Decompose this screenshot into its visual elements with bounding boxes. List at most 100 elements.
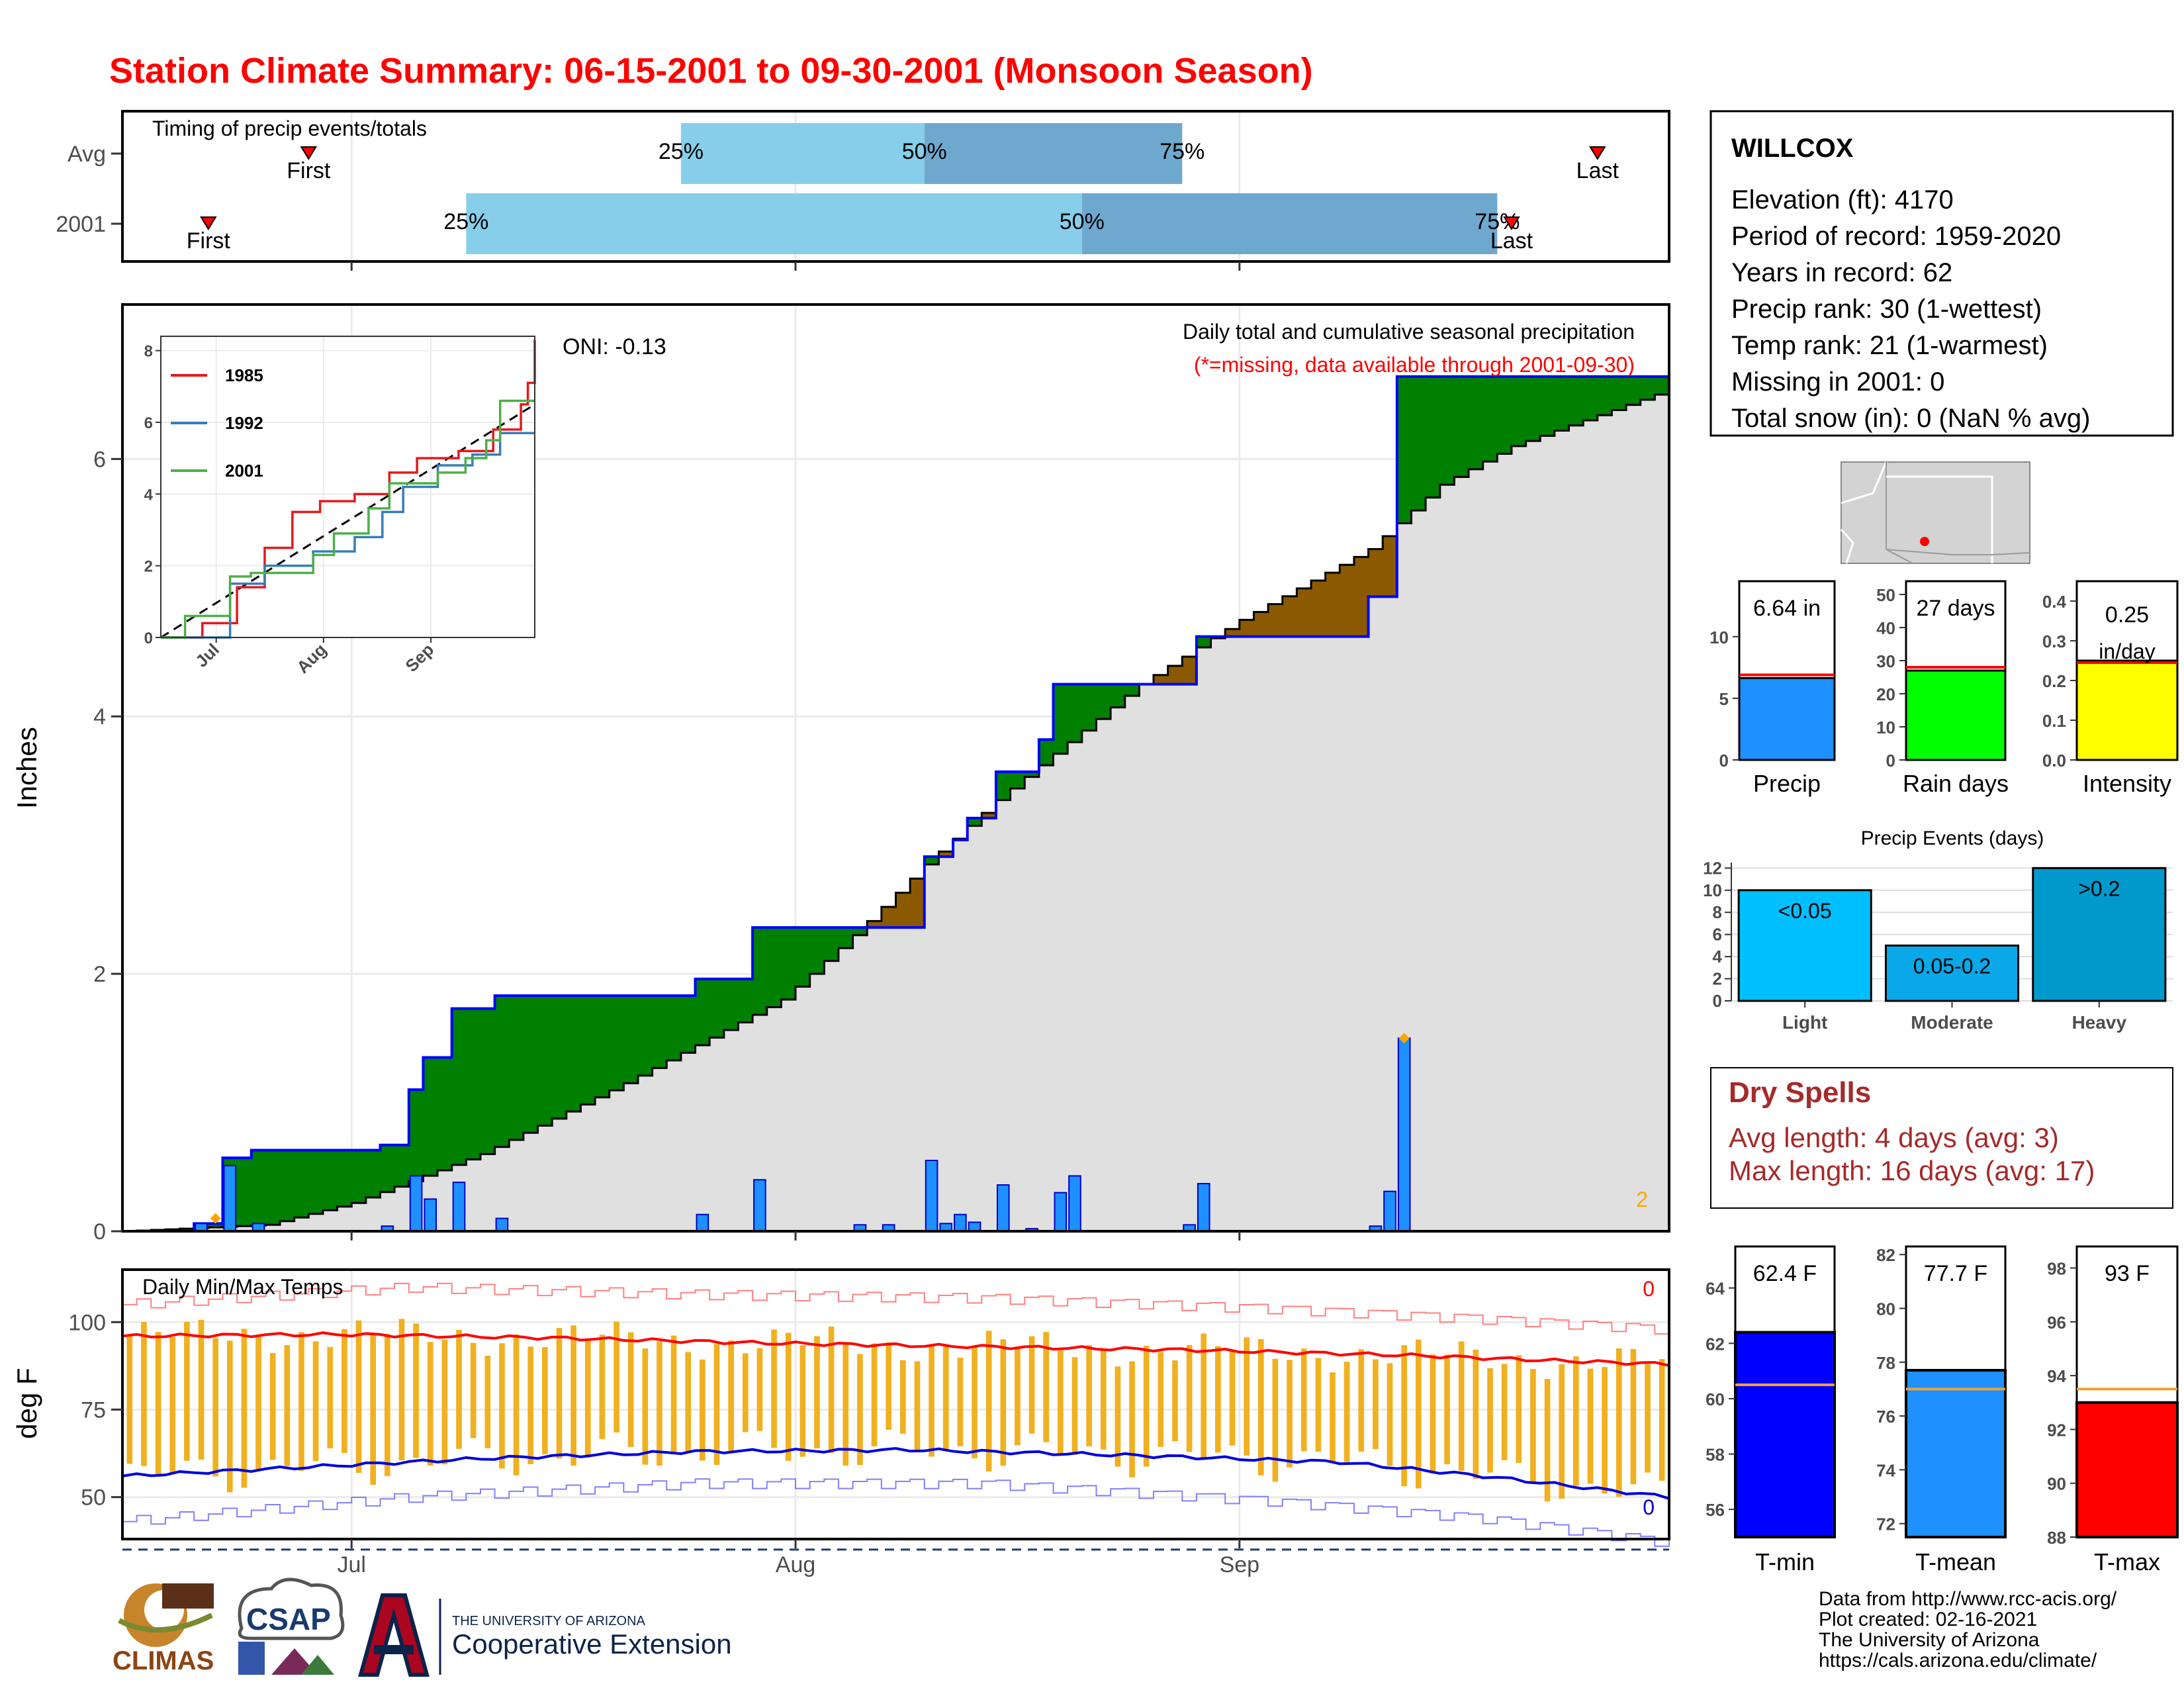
precip-above-avg-fill (322, 1150, 338, 1211)
temp-ytick-label-2: 100 (68, 1310, 106, 1335)
timing-first-label-0: First (287, 158, 331, 183)
temp-daily-range-bar (1401, 1345, 1408, 1487)
precip-above-avg-fill (995, 771, 1011, 800)
precip-below-avg-fill (910, 878, 925, 928)
precip-above-avg-fill (1511, 376, 1527, 446)
page-title: Station Climate Summary: 06-15-2001 to 0… (109, 51, 1313, 91)
precip-ytick-label-1: 2 (93, 962, 106, 987)
events-category-label-0: Light (1782, 1012, 1827, 1033)
events-ytick-label-6: 12 (1703, 858, 1722, 878)
temp-daily-range-bar (341, 1329, 347, 1453)
precip-daily-bar-7 (495, 1217, 509, 1232)
temp-chart-label-2: T-max (2094, 1548, 2160, 1575)
precip-below-avg-fill (1282, 596, 1297, 637)
precip-above-avg-fill (695, 978, 710, 1045)
precip-marker-0 (210, 1213, 221, 1224)
precip-above-avg-fill (1482, 376, 1498, 462)
temp-daily-range-bar (269, 1353, 276, 1460)
inset-series-line-2001 (161, 399, 535, 639)
footer-university: The University of Arizona (1819, 1629, 2040, 1651)
station-location-dot (1920, 537, 1929, 546)
precip-above-avg-fill (738, 978, 753, 1023)
mini-chart-bar-Precip (1738, 677, 1836, 761)
temp-daily-range-bar (226, 1340, 233, 1493)
precip-above-avg-fill (1196, 636, 1212, 648)
precip-average-line (122, 393, 1669, 1233)
temp-plot-bg (122, 1270, 1669, 1539)
temp-daily-range-bar (929, 1344, 934, 1457)
temp-daily-range-bar (427, 1342, 433, 1466)
temp-count-below: 0 (1643, 1495, 1655, 1519)
mini-chart-value-2: 0.25 (2105, 602, 2149, 628)
mini-chart-label-2: Intensity (2083, 770, 2171, 797)
precip-above-avg-fill (666, 996, 682, 1060)
station-years: Years in record: 62 (1731, 258, 1952, 287)
temp-chart-bar-T-min (1734, 1331, 1836, 1538)
temp-daily-range-bar (1387, 1363, 1393, 1466)
temp-daily-range-bar (957, 1357, 964, 1446)
events-ytick-label-2: 4 (1713, 947, 1723, 966)
temp-daily-range-bar (886, 1342, 892, 1430)
timing-last-marker-0 (1589, 146, 1606, 160)
temp-chart-value-1: 77.7 F (1924, 1261, 1987, 1286)
precip-above-avg-fill (308, 1150, 324, 1214)
season-totals-charts: 6.64 in 0 5 10 Precip 27 days 0 10 20 30 40 50 Rain … (1709, 580, 2179, 797)
events-category-label-2: Heavy (2072, 1012, 2127, 1033)
precip-above-avg-fill (1469, 376, 1484, 469)
mini-chart-ytick-label-2-2: 0.2 (2042, 671, 2066, 691)
temp-daily-range-bar (1015, 1348, 1021, 1446)
temp-daily-range-bar (542, 1347, 548, 1454)
mini-chart-ytick-label-2-4: 0.4 (2042, 592, 2067, 612)
temp-record-min-line (122, 1478, 1670, 1547)
precip-panel-heading: Daily total and cumulative seasonal prec… (1183, 320, 1635, 344)
events-bar-label-2: >0.2 (2078, 876, 2120, 900)
timing-pct-label-0-0: 25% (659, 139, 704, 164)
mini-chart-ytick-label-1-0: 0 (1886, 751, 1895, 771)
precip-below-avg-fill (1268, 604, 1283, 637)
precip-above-avg-fill (437, 1057, 453, 1170)
timing-row-label-1: 2001 (56, 212, 106, 237)
precip-above-avg-fill (566, 996, 582, 1112)
temp-chart-ytick-label-1-2: 76 (1876, 1407, 1895, 1427)
precip-daily-bar-1 (223, 1164, 237, 1233)
temp-daily-range-bar (1315, 1358, 1322, 1452)
precip-below-avg-fill (938, 851, 954, 857)
temp-daily-range-bar (327, 1346, 334, 1449)
temp-daily-range-bar (499, 1343, 505, 1469)
timing-last-marker-1 (1503, 216, 1520, 230)
temperature-panel: Daily Min/Max Temps 0 0 50 75 100 deg F (11, 1268, 1670, 1551)
temp-daily-range-bar (1458, 1341, 1465, 1471)
temp-daily-range-bar (871, 1343, 878, 1446)
precip-below-avg-fill (867, 921, 882, 928)
precip-below-avg-fill (1154, 675, 1169, 684)
temp-daily-range-bar (1201, 1333, 1207, 1460)
precip-above-avg-fill (1626, 376, 1641, 405)
temp-daily-range-bar (1615, 1348, 1622, 1497)
precip-above-avg-fill (852, 927, 868, 935)
timing-pct-label-1-0: 25% (443, 209, 488, 234)
temp-daily-range-bar (642, 1348, 649, 1465)
precip-above-avg-fill (1068, 684, 1083, 743)
precip-above-avg-fill (394, 1145, 410, 1187)
temp-daily-range-bar (814, 1336, 820, 1449)
temp-chart-ytick-label-2-4: 96 (2047, 1313, 2066, 1333)
precip-above-avg-fill (537, 996, 553, 1126)
precip-above-avg-fill (1583, 376, 1598, 420)
mini-chart-ytick-label-2-3: 0.3 (2042, 632, 2066, 651)
temp-daily-range-bar (842, 1342, 849, 1466)
temp-daily-range-bar (1300, 1348, 1307, 1452)
inset-ytick-label-0: 0 (144, 630, 153, 647)
precip-panel: ONI: -0.13 Daily total and cumulative sea… (11, 303, 1670, 1244)
footer-url: https://cals.arizona.edu/climate/ (1819, 1650, 2097, 1671)
season-temperature-charts: 62.4 F 56 58 60 62 64 T-min 77.7 F 72 74 76 78 80 82 T… (1706, 1245, 2179, 1575)
precip-above-avg-fill (208, 1223, 224, 1228)
temp-chart-ytick-label-2-5: 98 (2047, 1259, 2066, 1279)
arizona-locator-map (1840, 461, 2030, 564)
precip-above-avg-fill (451, 1008, 467, 1165)
footer-data-source: Data from http://www.rcc-acis.org/ (1819, 1588, 2117, 1610)
precip-above-avg-fill (423, 1057, 438, 1176)
precip-above-avg-fill (824, 927, 839, 961)
inset-legend-label-2001: 2001 (225, 461, 263, 481)
precip-above-avg-fill (1569, 376, 1584, 426)
